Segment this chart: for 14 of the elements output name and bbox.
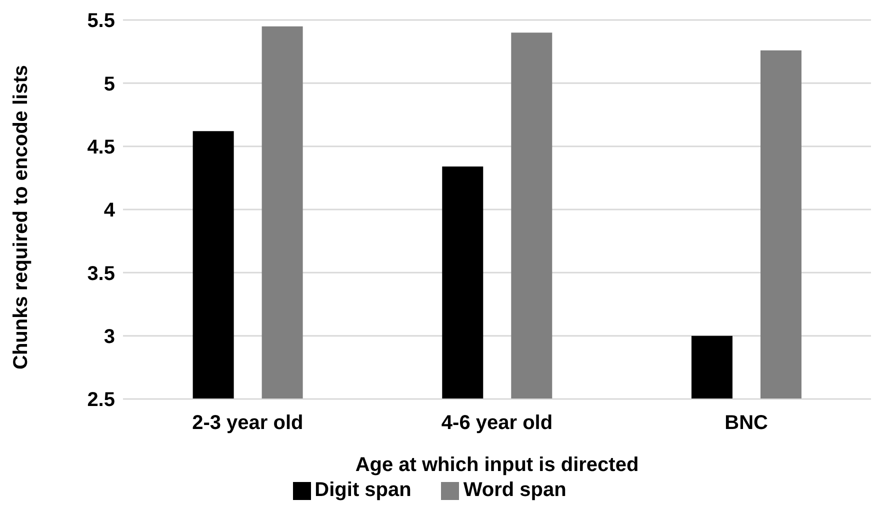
legend-label: Digit span — [314, 479, 412, 501]
x-tick-label: 4-6 year old — [441, 412, 553, 434]
x-axis-title: Age at which input is directed — [355, 454, 639, 476]
y-tick-label: 4.5 — [87, 136, 115, 158]
x-tick-label: BNC — [724, 412, 768, 434]
y-tick-label: 5.5 — [87, 10, 115, 32]
legend-label: Word span — [463, 479, 566, 501]
y-tick-label: 5 — [104, 73, 115, 96]
y-tick-label: 3.5 — [87, 262, 115, 285]
y-tick-label: 2.5 — [87, 389, 115, 412]
x-tick-label: 2-3 year old — [192, 412, 304, 434]
y-tick-label: 4 — [104, 200, 116, 222]
y-axis-title: Chunks required to encode lists — [10, 64, 32, 370]
y-tick-label: 3 — [104, 326, 115, 348]
